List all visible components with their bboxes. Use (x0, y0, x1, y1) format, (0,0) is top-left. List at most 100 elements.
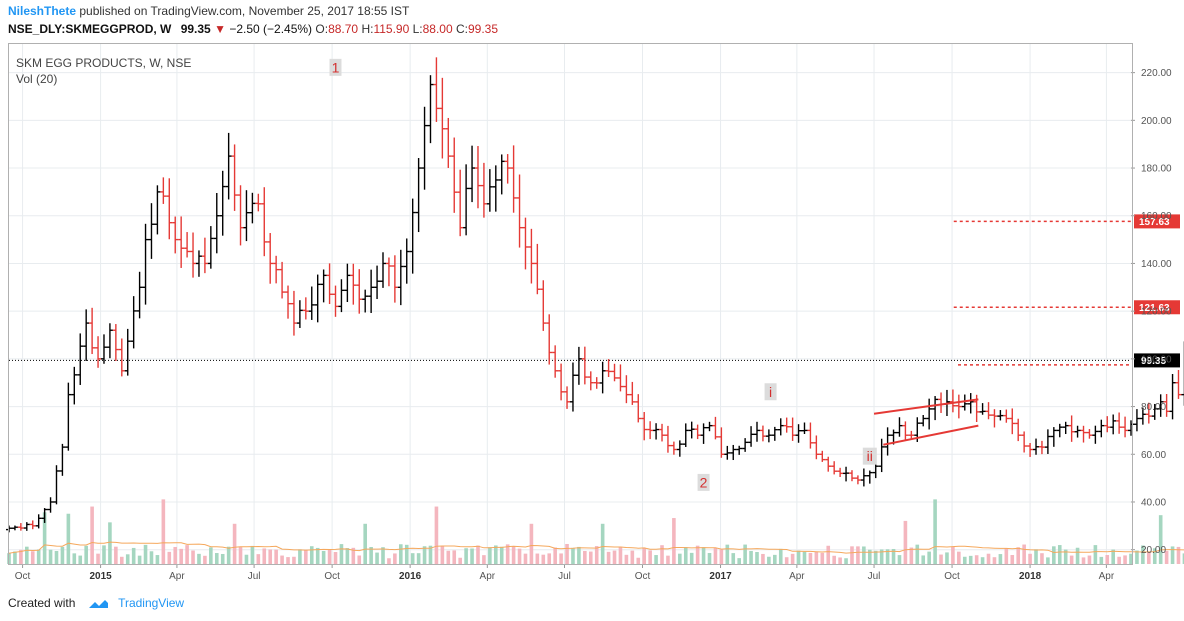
volume-bar (155, 555, 160, 564)
volume-bar (25, 546, 29, 564)
ohlc-bar (320, 269, 327, 303)
volume-bar (327, 549, 332, 564)
volume-bar (286, 557, 290, 564)
volume-bar (517, 548, 522, 564)
volume-bar (689, 552, 694, 564)
volume-bar (571, 547, 575, 564)
ohlc-bar (659, 423, 666, 442)
x-tick-label: 2015 (89, 571, 112, 582)
volume-bar (606, 551, 611, 564)
ohlc-bar (534, 243, 541, 295)
ohlc-bar (1092, 425, 1099, 444)
volume-indicator-label[interactable]: Vol (20) (16, 72, 58, 86)
ohlc-bar (1157, 394, 1164, 417)
ohlc-bar (463, 164, 470, 236)
x-tick-label: Jul (558, 571, 571, 582)
ohlc-bar (255, 193, 262, 212)
volume-bar (707, 553, 712, 564)
volume-bar (493, 545, 498, 564)
ohlc-bar (979, 403, 986, 415)
x-tick-label: Jul (248, 571, 261, 582)
ohlc-bar (1044, 429, 1051, 454)
volume-bar (980, 557, 985, 564)
published-text: published on TradingView.com, November 2… (76, 4, 410, 18)
volume-bar (434, 506, 439, 564)
volume-bar (1099, 556, 1104, 564)
y-tick-label: 120.00 (1141, 307, 1172, 318)
volume-bar (790, 553, 795, 564)
wave-label: ii (867, 448, 873, 464)
ohlc-bar (843, 466, 850, 482)
ohlc-bar (860, 468, 867, 487)
ohlc-bar (528, 228, 535, 284)
ohlc-bar (29, 520, 36, 530)
volume-bar (446, 550, 451, 564)
y-tick-label: 220.00 (1141, 68, 1172, 79)
open-label: O: (315, 22, 329, 36)
ohlc-bar (522, 217, 529, 270)
volume-bar (654, 555, 658, 564)
volume-bar (393, 553, 397, 564)
volume-bar (333, 552, 338, 564)
ohlc-bar (1175, 369, 1182, 399)
volume-bar (535, 553, 540, 564)
ohlc-bar (427, 75, 434, 144)
ohlc-bar (712, 416, 719, 440)
ohlc-bar (332, 285, 339, 317)
volume-bar (915, 544, 920, 564)
wave-label: 2 (700, 474, 708, 490)
volume-bar (974, 555, 979, 564)
levels: 157.63 121.63 99.35 (9, 214, 1180, 368)
ohlc-bar (593, 377, 600, 389)
ohlc-bar (433, 57, 440, 122)
volume-bar (149, 551, 154, 564)
ohlc-bar (136, 271, 143, 319)
ohlc-bar (1139, 407, 1146, 425)
ohlc-bar (1116, 412, 1123, 434)
ohlc-bar (540, 280, 547, 331)
ohlc-bar (552, 345, 559, 378)
volume-bar (1182, 553, 1184, 564)
ohlc-bar (451, 137, 458, 213)
ohlc-bar (480, 162, 487, 218)
volume-bar (683, 547, 688, 564)
ohlc-bar (195, 250, 202, 277)
ohlc-bar (190, 232, 197, 278)
x-tick-label: Apr (480, 571, 496, 582)
author-link[interactable]: NileshThete (8, 4, 77, 18)
volume-bar (256, 554, 261, 564)
ohlc-bar (510, 145, 517, 213)
y-tick-label: 160.00 (1141, 211, 1172, 222)
volume-bar (814, 551, 819, 564)
volume-bar (903, 520, 908, 564)
ohlc-bar (516, 174, 523, 248)
ohlc-bar (41, 508, 48, 523)
volume-bar (897, 555, 902, 564)
volume-bar (1022, 544, 1026, 564)
ohlc-bar (474, 146, 481, 209)
y-tick-label: 140.00 (1141, 259, 1172, 270)
wave-label: i (769, 384, 772, 400)
ohlc-bar (154, 185, 161, 235)
volume-bar (939, 554, 943, 564)
ohlc-bar (581, 346, 588, 385)
chart-pane-border (8, 43, 1133, 565)
ohlc-bar (742, 438, 749, 452)
tradingview-link[interactable]: TradingView (118, 596, 185, 610)
volume-bar (885, 549, 890, 564)
volume-bar (743, 544, 747, 564)
y-tick-label: 180.00 (1141, 164, 1172, 175)
ohlc-bar (641, 411, 648, 441)
ohlc-bar (142, 223, 149, 305)
volume-bar (499, 546, 504, 564)
volume-bar (986, 553, 991, 564)
volume-bar (577, 546, 581, 564)
volume-bar (90, 506, 94, 564)
ohlc-bar (279, 261, 286, 299)
series-title[interactable]: SKM EGG PRODUCTS, W, NSE (16, 56, 192, 70)
open-value: 88.70 (328, 22, 359, 36)
volume-bar (1081, 557, 1086, 564)
ohlc-bar (730, 444, 737, 461)
x-tick-label: Oct (944, 571, 960, 582)
